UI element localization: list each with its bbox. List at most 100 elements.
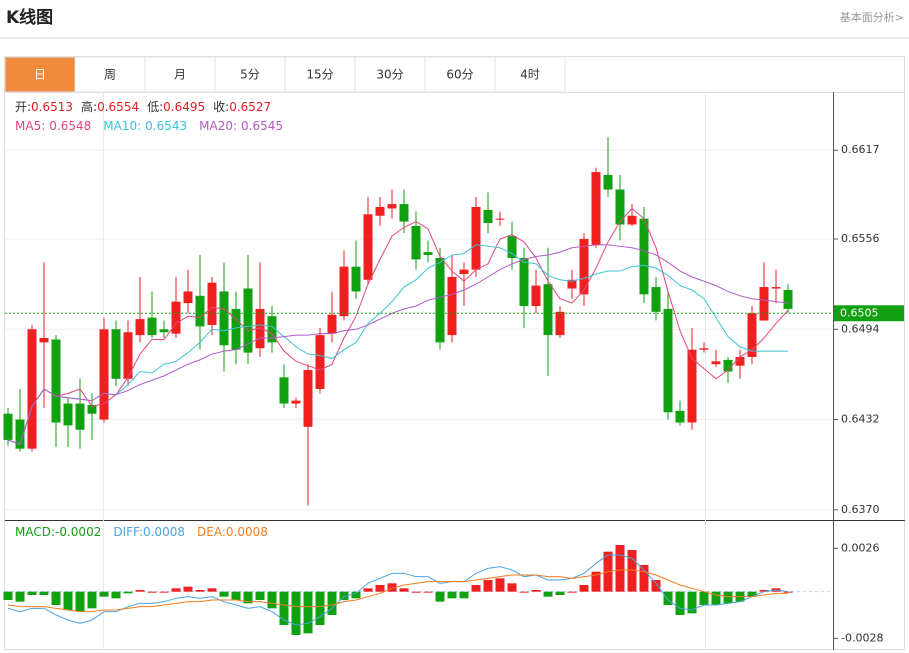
macd-bar [579, 585, 589, 592]
y-tick-label: 0.6432 [841, 413, 880, 426]
info-label: 低: [147, 100, 163, 114]
macd-bar [711, 591, 721, 605]
macd-bar [423, 591, 433, 593]
tab-bg[interactable] [494, 56, 566, 93]
tab-label[interactable]: 月 [174, 68, 186, 82]
macd-bar [543, 591, 553, 597]
legend-name: MA20: [199, 119, 237, 133]
candle-body [495, 218, 505, 220]
macd-bar [195, 590, 205, 592]
candle-body [63, 403, 73, 426]
tab[interactable]: 5分 [214, 56, 286, 93]
fundamental-link[interactable]: 基本面分析> [840, 10, 904, 24]
info-label: 开: [15, 100, 31, 114]
candle-body [639, 218, 649, 295]
candle-body [675, 410, 685, 423]
tab[interactable]: 周 [74, 56, 146, 93]
y-tick-label: 0.6556 [841, 232, 880, 245]
tab-bg[interactable] [424, 56, 496, 93]
candle-body [171, 301, 181, 334]
tab-label[interactable]: 日 [34, 68, 46, 82]
candle-body [579, 239, 589, 295]
candle-body [99, 329, 109, 420]
candle-body [375, 207, 385, 216]
macd-bar [363, 588, 373, 592]
tab-label[interactable]: 5分 [240, 68, 260, 82]
candle-body [219, 291, 229, 346]
macd-bar [159, 591, 169, 593]
y-tick-label: 0.6617 [841, 143, 880, 156]
tab[interactable]: 30分 [354, 56, 426, 93]
macd-line [7, 569, 788, 613]
candle-body [351, 266, 361, 292]
candle-body [3, 413, 13, 440]
macd-bar [87, 591, 97, 609]
last-price-label: 0.6505 [840, 306, 879, 319]
macd-bar [255, 591, 265, 600]
macd-bar [99, 591, 109, 597]
candle-body [615, 189, 625, 225]
legend-value: 0.0008 [143, 525, 185, 539]
tab[interactable]: 60分 [424, 56, 496, 93]
macd-bar [615, 545, 625, 592]
macd-bar [675, 591, 685, 615]
macd-bar [375, 585, 385, 592]
macd-bar [51, 591, 61, 605]
tab-bg[interactable] [284, 56, 356, 93]
candle-body [399, 204, 409, 222]
tab-label[interactable]: 4时 [520, 68, 540, 82]
tab-label[interactable]: 周 [104, 68, 116, 82]
tab-bg[interactable] [214, 56, 286, 93]
candle-body [339, 266, 349, 317]
candle-body [411, 225, 421, 260]
tab[interactable]: 4时 [494, 56, 566, 93]
macd-bar [3, 591, 13, 600]
tab-label[interactable]: 60分 [446, 68, 473, 82]
legend-name: MACD: [15, 525, 55, 539]
macd-bar [435, 591, 445, 602]
candle-body [483, 209, 493, 224]
info-label: 高: [81, 99, 97, 114]
tab-bg[interactable] [4, 56, 76, 93]
macd-legend: MACD:-0.0002 DIFF:0.0008 DEA:0.0008 [15, 525, 268, 539]
macd-bar [123, 591, 133, 594]
info-value: 0.6527 [229, 100, 271, 114]
tab[interactable]: 15分 [284, 56, 356, 93]
tab-bg[interactable] [354, 56, 426, 93]
ohlc-info: 开:0.6513 高:0.6554 低:0.6495 收:0.6527 [15, 99, 271, 114]
candle-body [315, 335, 325, 389]
macd-bar [291, 591, 301, 635]
tab-label[interactable]: 30分 [376, 68, 403, 82]
page-title: K线图 [6, 7, 53, 28]
candle-body [447, 276, 457, 336]
candle-body [747, 313, 757, 357]
macd-bar [759, 590, 769, 592]
candle-body [267, 316, 277, 343]
candle-body [423, 252, 433, 256]
candle-body [231, 308, 241, 350]
tab[interactable]: 月 [144, 56, 216, 93]
macd-bar [387, 583, 397, 592]
candle-body [327, 314, 337, 334]
macd-bar [303, 591, 313, 634]
tab-label[interactable]: 15分 [306, 68, 333, 82]
candle-body [363, 214, 373, 280]
candle-body [471, 207, 481, 270]
ma-line [7, 244, 788, 445]
macd-bar [531, 590, 541, 592]
macd-bar [267, 591, 277, 609]
tab[interactable]: 日 [4, 56, 76, 93]
ma-line [7, 207, 789, 445]
candle-body [771, 287, 781, 289]
candle-body [387, 204, 397, 209]
candle-body [783, 289, 793, 309]
macd-bar [555, 591, 565, 595]
candle-body [519, 257, 529, 306]
macd-line [7, 554, 789, 626]
candle-body [111, 329, 121, 379]
candle-body [555, 311, 565, 336]
candle-body [195, 295, 205, 327]
candle-body [567, 279, 577, 289]
macd-bar [411, 591, 421, 593]
